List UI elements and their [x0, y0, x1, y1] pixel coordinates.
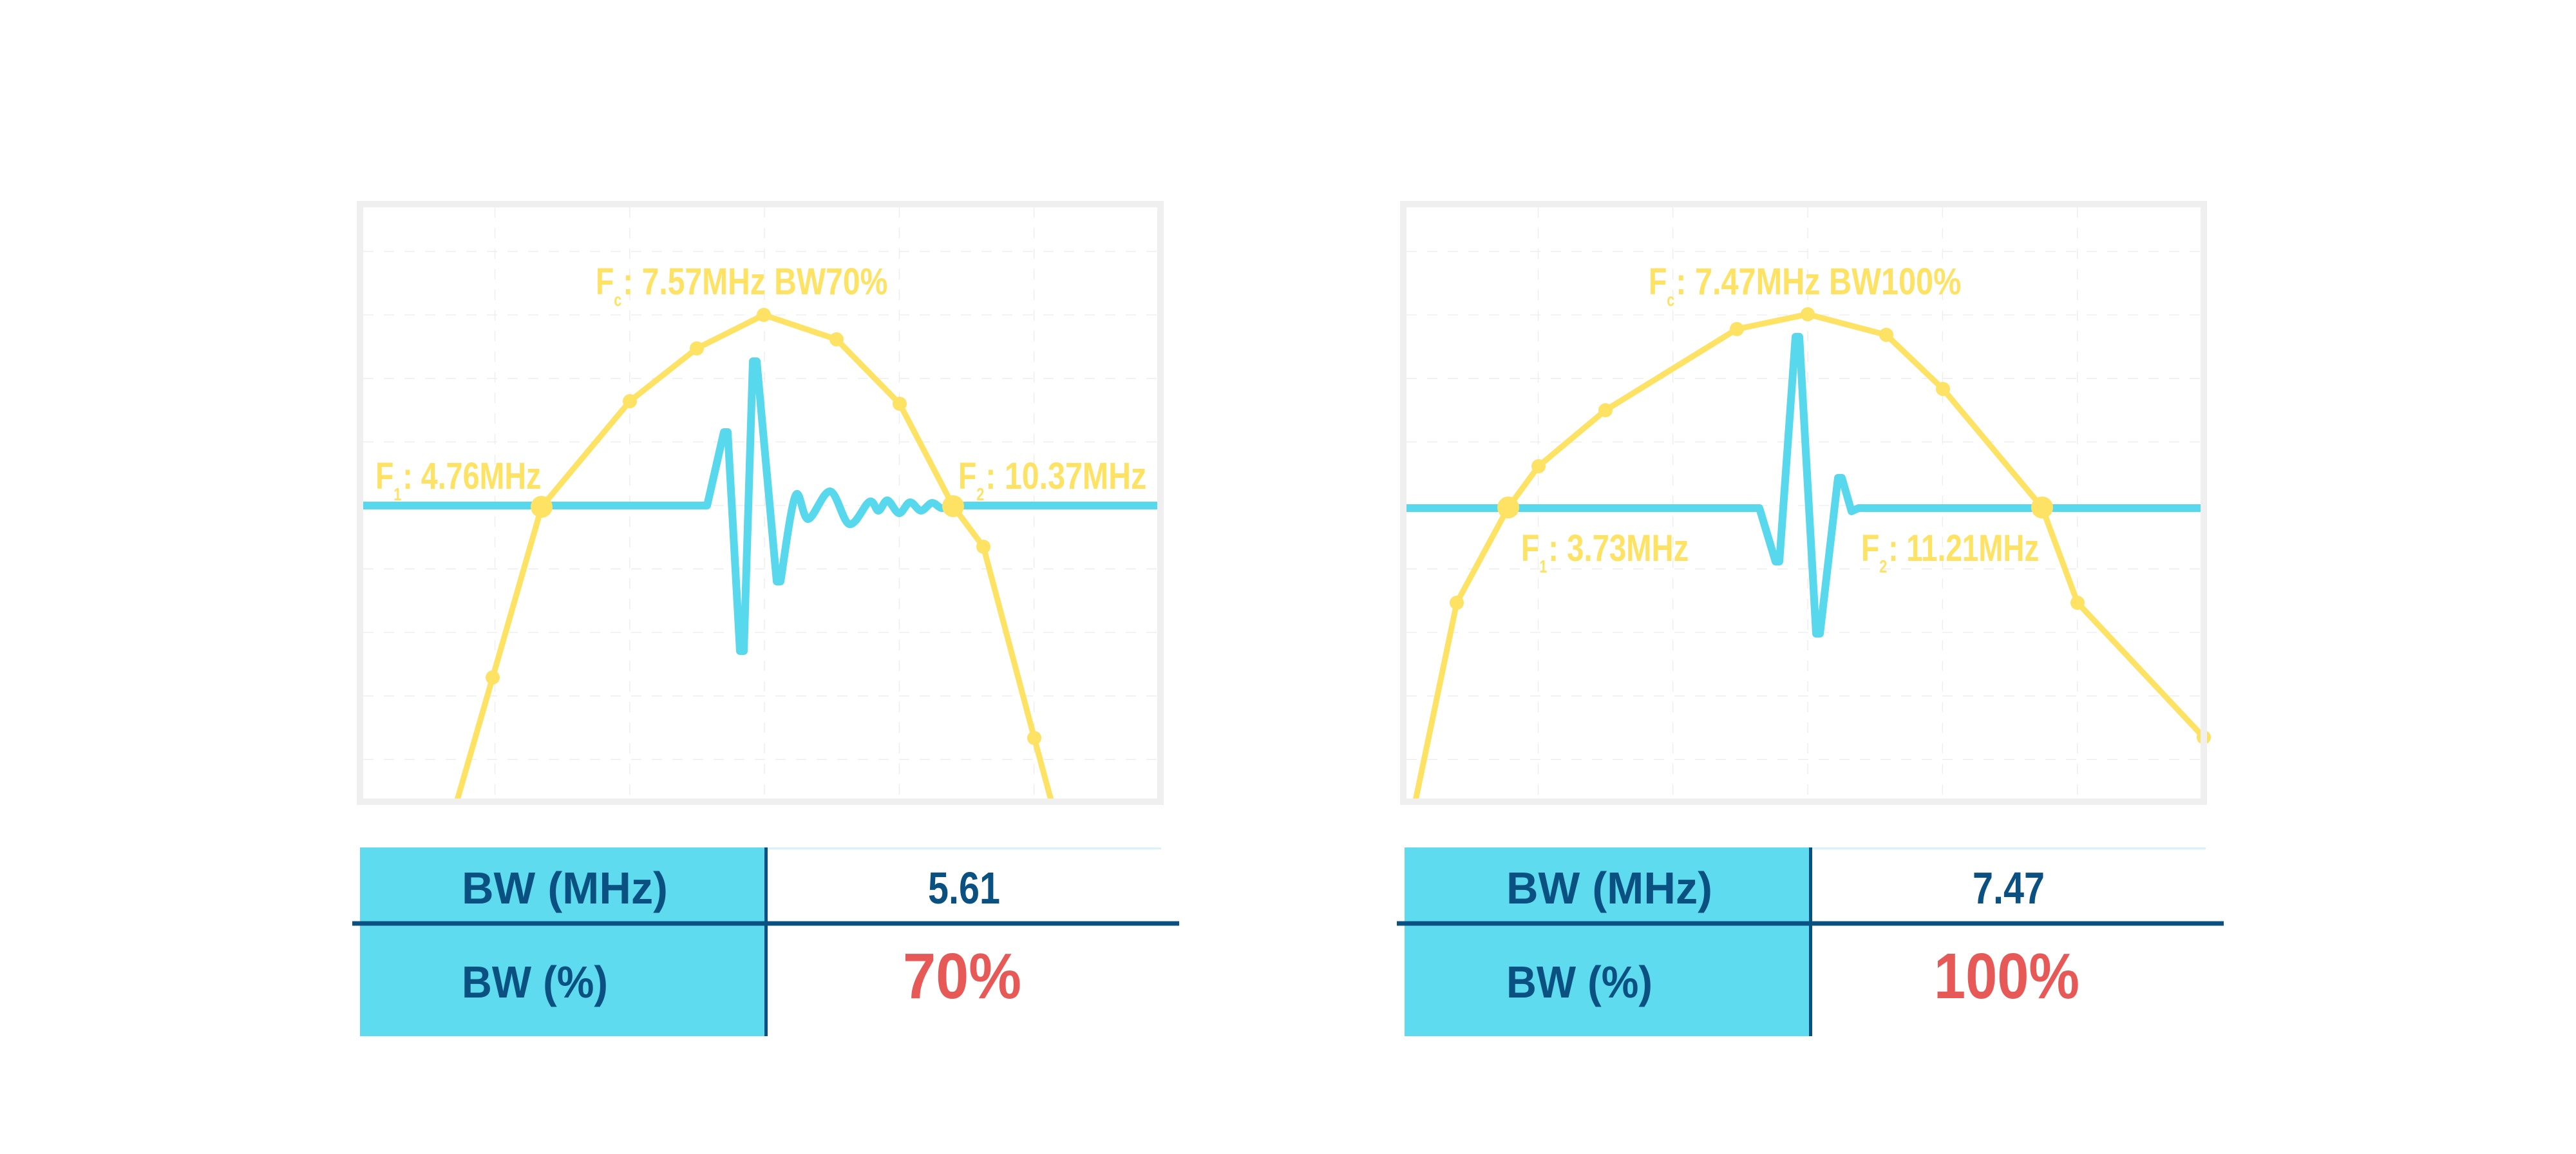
svg-text:100%: 100% — [1934, 940, 2079, 1012]
svg-text:BW (%): BW (%) — [1506, 957, 1653, 1007]
svg-text:c: c — [614, 290, 621, 310]
svg-text:: 7.47MHz BW100%: : 7.47MHz BW100% — [1676, 261, 1961, 303]
svg-text:: 10.37MHz: : 10.37MHz — [985, 455, 1146, 497]
svg-text:F: F — [1649, 261, 1667, 303]
svg-text:: 7.57MHz BW70%: : 7.57MHz BW70% — [623, 261, 887, 303]
svg-text:: 4.76MHz: : 4.76MHz — [402, 455, 541, 497]
svg-text:F: F — [596, 261, 614, 303]
svg-text:: 11.21MHz: : 11.21MHz — [1888, 527, 2039, 569]
svg-text:5.61: 5.61 — [928, 863, 1000, 913]
svg-text:: 3.73MHz: : 3.73MHz — [1548, 527, 1689, 569]
svg-text:70%: 70% — [903, 940, 1021, 1012]
svg-text:BW (MHz): BW (MHz) — [1506, 863, 1712, 913]
svg-text:F: F — [1521, 527, 1539, 569]
svg-text:1: 1 — [393, 484, 401, 504]
svg-text:2: 2 — [976, 484, 984, 504]
svg-text:1: 1 — [1539, 556, 1547, 576]
svg-text:BW (MHz): BW (MHz) — [462, 863, 668, 913]
svg-text:F: F — [375, 455, 393, 497]
svg-text:7.47: 7.47 — [1973, 863, 2045, 913]
svg-text:c: c — [1667, 290, 1674, 310]
svg-text:BW (%): BW (%) — [462, 957, 608, 1007]
svg-text:F: F — [1861, 527, 1879, 569]
svg-text:2: 2 — [1879, 556, 1887, 576]
svg-text:F: F — [958, 455, 976, 497]
